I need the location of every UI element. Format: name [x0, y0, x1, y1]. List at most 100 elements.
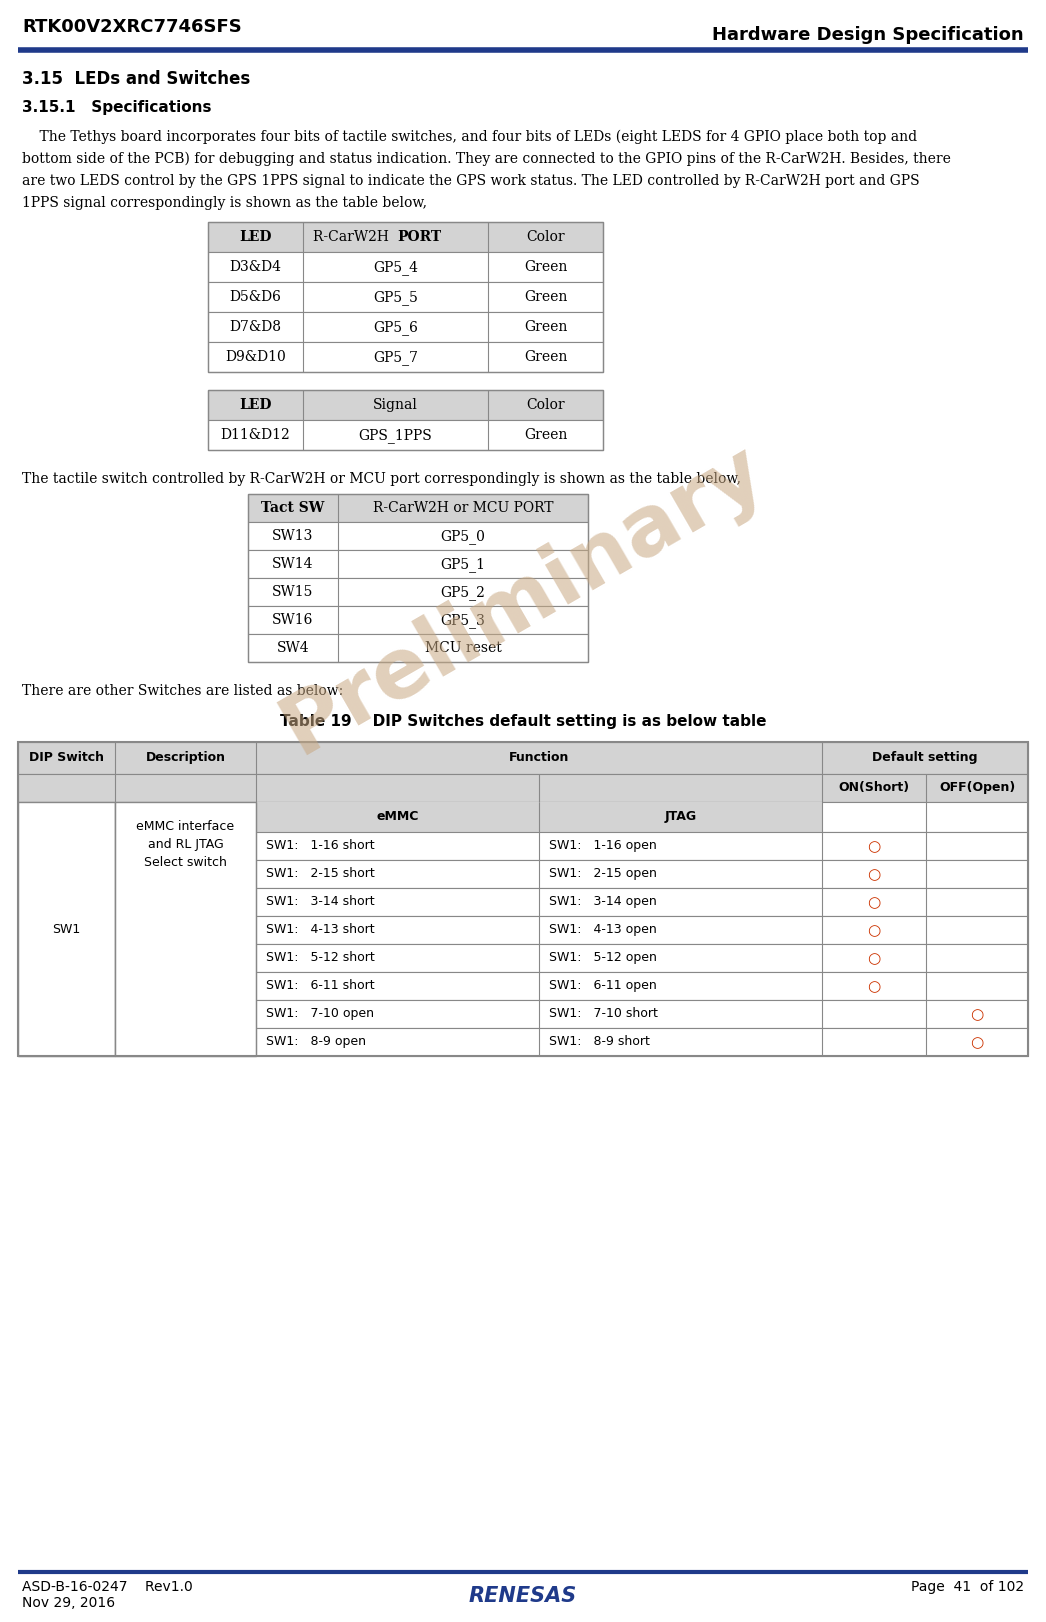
Text: SW1:   6-11 open: SW1: 6-11 open [549, 980, 657, 993]
Bar [18, 774, 1028, 801]
Text: SW1:   1-16 short: SW1: 1-16 short [266, 839, 374, 852]
Text: ASD-B-16-0247    Rev1.0: ASD-B-16-0247 Rev1.0 [22, 1580, 192, 1594]
Text: R-CarW2H or MCU PORT: R-CarW2H or MCU PORT [372, 501, 553, 516]
Text: GP5_4: GP5_4 [373, 260, 418, 274]
Text: OFF(Open): OFF(Open) [939, 782, 1015, 795]
Text: GP5_0: GP5_0 [440, 529, 485, 543]
Bar [208, 389, 602, 449]
Bar [18, 916, 1028, 944]
Text: SW1:   7-10 short: SW1: 7-10 short [549, 1007, 658, 1020]
Text: ON(Short): ON(Short) [839, 782, 910, 795]
Bar [18, 801, 1028, 832]
Text: 1PPS signal correspondingly is shown as the table below,: 1PPS signal correspondingly is shown as … [22, 196, 427, 209]
Text: SW1:   5-12 short: SW1: 5-12 short [266, 950, 374, 963]
Text: D5&D6: D5&D6 [229, 290, 281, 303]
Text: eMMC: eMMC [377, 809, 418, 822]
Text: Tact SW: Tact SW [262, 501, 324, 516]
Text: eMMC interface: eMMC interface [136, 821, 234, 834]
Text: ○: ○ [867, 895, 881, 910]
Text: Page  41  of 102: Page 41 of 102 [911, 1580, 1024, 1594]
Text: D3&D4: D3&D4 [229, 260, 281, 274]
Text: Green: Green [524, 428, 567, 443]
Bar [208, 222, 602, 251]
Bar [208, 420, 602, 449]
Bar [18, 1001, 1028, 1028]
Text: Hardware Design Specification: Hardware Design Specification [712, 26, 1024, 44]
Text: PORT: PORT [397, 230, 441, 243]
Bar [208, 342, 602, 371]
Text: GP5_2: GP5_2 [440, 586, 485, 600]
Text: bottom side of the PCB) for debugging and status indication. They are connected : bottom side of the PCB) for debugging an… [22, 152, 951, 167]
Text: Green: Green [524, 350, 567, 363]
Text: RENESAS: RENESAS [469, 1586, 577, 1606]
Bar [208, 389, 602, 420]
Bar [248, 522, 588, 550]
Text: Description: Description [145, 751, 226, 764]
Text: SW1:   4-13 open: SW1: 4-13 open [549, 923, 657, 936]
Bar [248, 495, 588, 522]
Text: Table 19    DIP Switches default setting is as below table: Table 19 DIP Switches default setting is… [279, 714, 767, 728]
Text: are two LEDS control by the GPS 1PPS signal to indicate the GPS work status. The: are two LEDS control by the GPS 1PPS sig… [22, 174, 919, 188]
Text: Green: Green [524, 290, 567, 303]
Text: Preliminary: Preliminary [268, 428, 778, 770]
Text: SW15: SW15 [272, 586, 314, 599]
Text: SW1:   3-14 short: SW1: 3-14 short [266, 895, 374, 908]
Bar [18, 801, 115, 1056]
Bar [18, 944, 1028, 972]
Text: ○: ○ [971, 1035, 983, 1049]
Text: ○: ○ [867, 923, 881, 938]
Text: SW1:   8-9 short: SW1: 8-9 short [549, 1035, 650, 1048]
Bar [208, 282, 602, 311]
Text: SW1:   2-15 open: SW1: 2-15 open [549, 868, 657, 881]
Text: SW1:   7-10 open: SW1: 7-10 open [266, 1007, 374, 1020]
Text: ○: ○ [867, 868, 881, 882]
Text: D11&D12: D11&D12 [221, 428, 291, 443]
Bar [18, 887, 1028, 916]
Text: SW1:   4-13 short: SW1: 4-13 short [266, 923, 374, 936]
Text: ○: ○ [867, 980, 881, 994]
Bar [256, 801, 822, 832]
Bar [248, 495, 588, 662]
Text: The Tethys board incorporates four bits of tactile switches, and four bits of LE: The Tethys board incorporates four bits … [22, 130, 917, 144]
Text: SW14: SW14 [272, 556, 314, 571]
Text: GP5_5: GP5_5 [373, 290, 418, 305]
Text: SW1: SW1 [52, 923, 81, 936]
Text: SW1:   2-15 short: SW1: 2-15 short [266, 868, 374, 881]
Bar [208, 311, 602, 342]
Bar [18, 860, 1028, 887]
Text: GP5_6: GP5_6 [373, 320, 418, 334]
Bar [18, 832, 1028, 860]
Text: GP5_7: GP5_7 [373, 350, 418, 365]
Text: Function: Function [508, 751, 569, 764]
Text: SW13: SW13 [272, 529, 314, 543]
Text: MCU reset: MCU reset [425, 641, 501, 655]
Text: JTAG: JTAG [664, 809, 697, 822]
Text: SW1:   5-12 open: SW1: 5-12 open [549, 950, 657, 963]
Text: Nov 29, 2016: Nov 29, 2016 [22, 1596, 115, 1611]
Bar [18, 1028, 1028, 1056]
Text: SW1:   8-9 open: SW1: 8-9 open [266, 1035, 366, 1048]
Bar [248, 577, 588, 607]
Text: LED: LED [240, 397, 272, 412]
Text: GPS_1PPS: GPS_1PPS [359, 428, 432, 443]
Bar [208, 222, 602, 371]
Text: LED: LED [240, 230, 272, 243]
Text: The tactile switch controlled by R-CarW2H or MCU port correspondingly is shown a: The tactile switch controlled by R-CarW2… [22, 472, 741, 487]
Text: GP5_3: GP5_3 [440, 613, 485, 628]
Text: GP5_1: GP5_1 [440, 556, 485, 573]
Text: SW1:   3-14 open: SW1: 3-14 open [549, 895, 657, 908]
Text: Default setting: Default setting [872, 751, 978, 764]
Text: SW1:   6-11 short: SW1: 6-11 short [266, 980, 374, 993]
Bar [18, 741, 1028, 1056]
Text: There are other Switches are listed as below:: There are other Switches are listed as b… [22, 684, 343, 697]
Text: RTK00V2XRC7746SFS: RTK00V2XRC7746SFS [22, 18, 242, 36]
Text: 3.15.1   Specifications: 3.15.1 Specifications [22, 101, 211, 115]
Bar [208, 251, 602, 282]
Text: D7&D8: D7&D8 [229, 320, 281, 334]
Text: and RL JTAG: and RL JTAG [147, 839, 224, 852]
Text: Color: Color [526, 397, 565, 412]
Bar [18, 972, 1028, 1001]
Text: SW16: SW16 [272, 613, 314, 628]
Bar [248, 550, 588, 577]
Text: Green: Green [524, 260, 567, 274]
